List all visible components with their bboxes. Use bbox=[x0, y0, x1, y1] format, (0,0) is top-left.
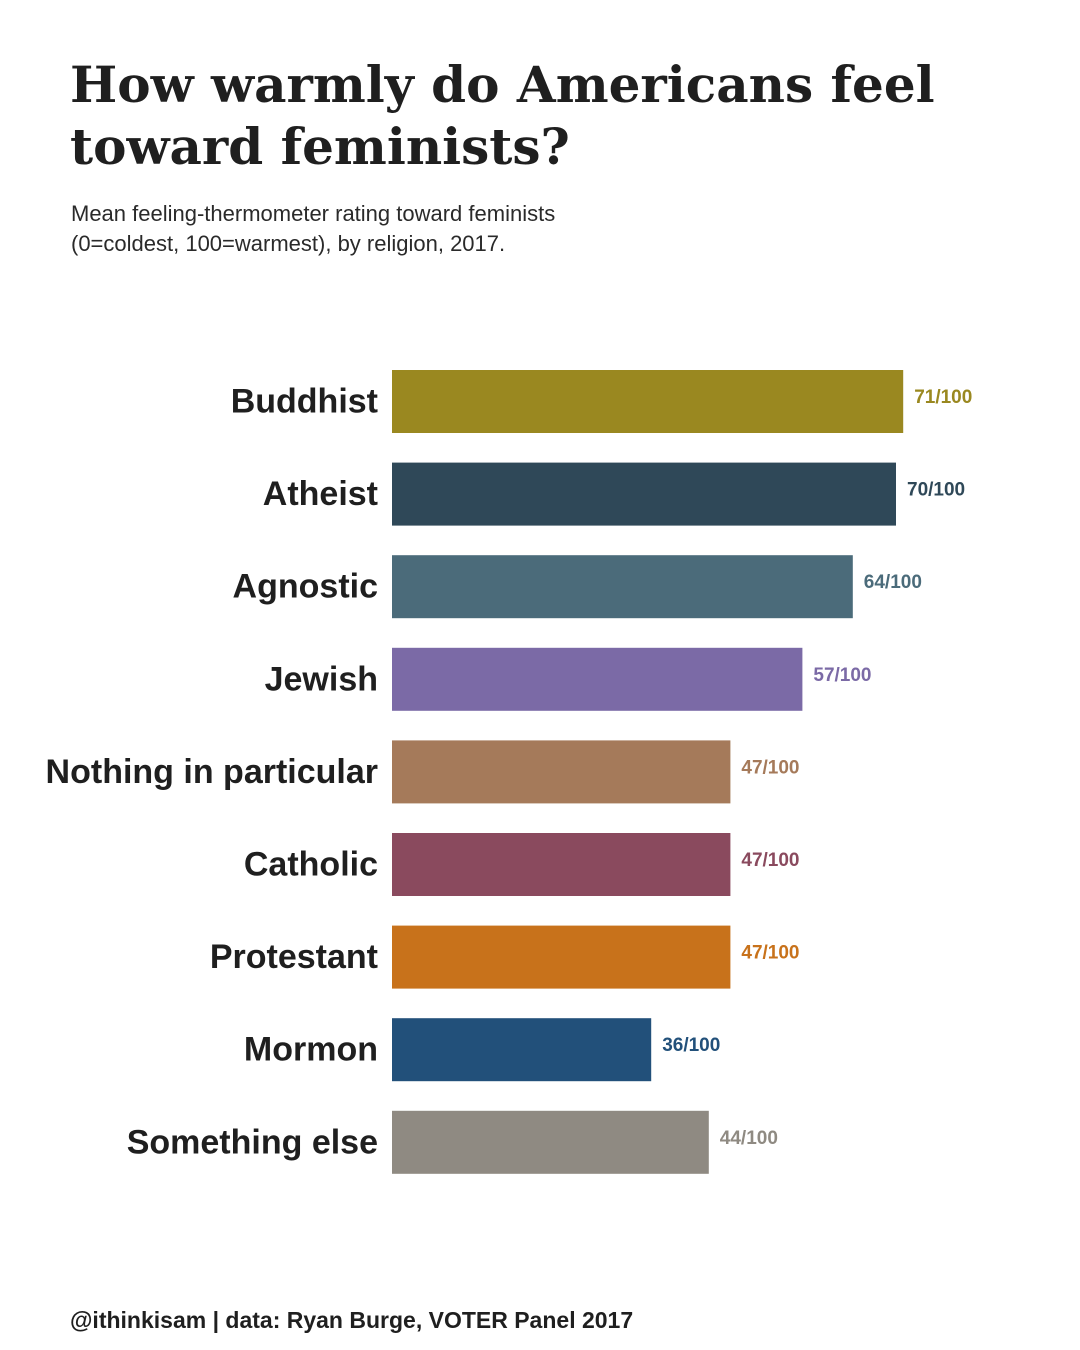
bar-atheist bbox=[392, 462, 896, 526]
bar-something-else bbox=[392, 1110, 709, 1174]
value-label-atheist: 70/100 bbox=[907, 480, 965, 501]
value-label-agnostic: 64/100 bbox=[864, 572, 922, 593]
chart-subtitle: Mean feeling-thermometer rating toward f… bbox=[71, 199, 771, 259]
value-label-mormon: 36/100 bbox=[662, 1035, 720, 1056]
category-label-something-else: Something else bbox=[127, 1123, 378, 1161]
subtitle-line-1: Mean feeling-thermometer rating toward f… bbox=[71, 201, 556, 226]
bar-protestant bbox=[392, 925, 731, 989]
chart-title: How warmly do Americans feel toward femi… bbox=[70, 55, 935, 176]
bar-chart: Buddhist 71/100 Atheist 70/100 Agnostic 64/10… bbox=[46, 370, 972, 1174]
category-label-protestant: Protestant bbox=[210, 938, 378, 976]
value-label-jewish: 57/100 bbox=[813, 665, 871, 686]
bar-catholic bbox=[392, 833, 731, 896]
value-label-buddhist: 71/100 bbox=[914, 387, 972, 408]
bar-mormon bbox=[392, 1018, 652, 1082]
category-label-buddhist: Buddhist bbox=[231, 383, 378, 421]
value-label-protestant: 47/100 bbox=[741, 943, 799, 964]
category-label-catholic: Catholic bbox=[244, 846, 378, 884]
category-label-mormon: Mormon bbox=[244, 1031, 378, 1069]
subtitle-line-2: (0=coldest, 100=warmest), by religion, 2… bbox=[71, 231, 506, 256]
value-label-nothing-in-particular: 47/100 bbox=[741, 757, 799, 778]
value-label-catholic: 47/100 bbox=[741, 850, 799, 871]
source-caption: @ithinkisam | data: Ryan Burge, VOTER Pa… bbox=[70, 1307, 634, 1333]
bar-nothing-in-particular bbox=[392, 740, 731, 804]
bar-jewish bbox=[392, 647, 803, 711]
bar-agnostic bbox=[392, 555, 853, 619]
value-label-something-else: 44/100 bbox=[720, 1128, 778, 1149]
category-label-atheist: Atheist bbox=[263, 475, 378, 513]
category-label-nothing-in-particular: Nothing in particular bbox=[46, 753, 378, 791]
category-label-agnostic: Agnostic bbox=[233, 568, 378, 606]
bar-buddhist bbox=[392, 370, 904, 433]
category-label-jewish: Jewish bbox=[265, 660, 378, 698]
